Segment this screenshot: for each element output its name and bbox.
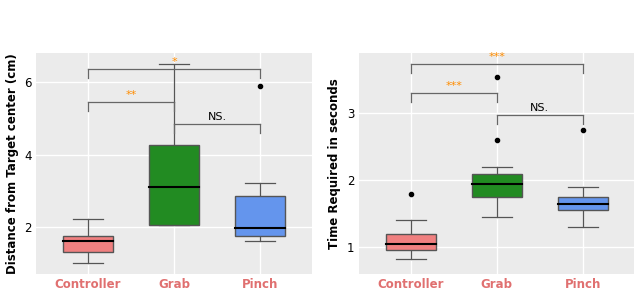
Bar: [472, 173, 522, 197]
Text: ***: ***: [488, 52, 506, 62]
Text: NS.: NS.: [207, 112, 227, 122]
Text: ***: ***: [445, 81, 462, 91]
Bar: [235, 196, 285, 236]
Text: NS.: NS.: [531, 103, 549, 113]
Bar: [149, 146, 199, 225]
Bar: [386, 233, 436, 250]
Bar: [63, 236, 113, 252]
Text: **: **: [125, 90, 137, 100]
Text: *: *: [172, 57, 177, 67]
Y-axis label: Distance from Target center (cm): Distance from Target center (cm): [6, 53, 19, 274]
Y-axis label: Time Required in seconds: Time Required in seconds: [328, 78, 341, 249]
Bar: [558, 197, 608, 210]
